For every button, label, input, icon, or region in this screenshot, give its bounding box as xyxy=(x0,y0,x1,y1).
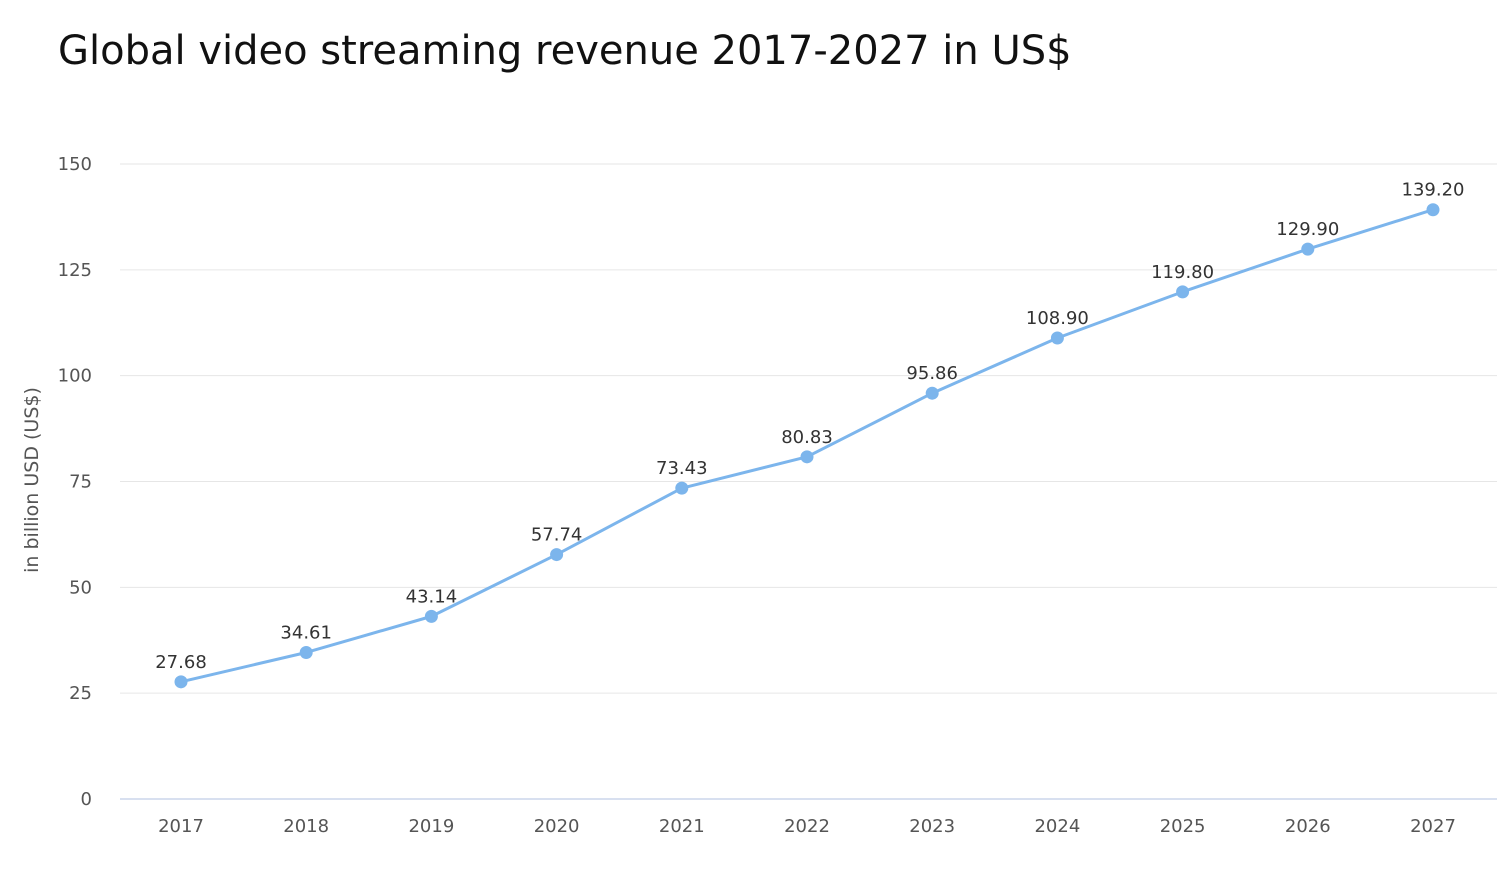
data-point xyxy=(299,645,313,659)
data-label: 108.90 xyxy=(1026,308,1089,329)
data-point xyxy=(1176,285,1190,299)
data-label: 43.14 xyxy=(406,586,458,607)
y-tick-label: 100 xyxy=(58,366,92,387)
data-label: 34.61 xyxy=(280,622,332,643)
data-label: 73.43 xyxy=(656,458,708,479)
x-tick-label: 2025 xyxy=(1160,816,1206,837)
y-tick-label: 50 xyxy=(69,577,92,598)
data-point xyxy=(675,481,689,495)
y-tick-label: 150 xyxy=(58,154,92,175)
data-point xyxy=(1426,203,1440,217)
data-label: 129.90 xyxy=(1276,219,1339,240)
x-tick-label: 2021 xyxy=(659,816,705,837)
data-point xyxy=(550,548,564,562)
chart-title: Global video streaming revenue 2017-2027… xyxy=(58,28,1072,74)
x-tick-label: 2018 xyxy=(283,816,329,837)
data-point xyxy=(1050,331,1064,345)
y-tick-label: 25 xyxy=(69,683,92,704)
data-point xyxy=(925,386,939,400)
x-tick-label: 2020 xyxy=(534,816,580,837)
x-tick-label: 2017 xyxy=(158,816,204,837)
y-tick-label: 125 xyxy=(58,260,92,281)
x-tick-label: 2024 xyxy=(1034,816,1080,837)
data-point xyxy=(800,450,814,464)
data-label: 119.80 xyxy=(1151,262,1214,283)
data-point xyxy=(174,675,188,689)
y-tick-label: 75 xyxy=(69,472,92,493)
y-axis-label: in billion USD (US$) xyxy=(21,387,43,573)
data-label: 57.74 xyxy=(531,525,583,546)
data-point xyxy=(424,609,438,623)
x-tick-label: 2022 xyxy=(784,816,830,837)
data-point xyxy=(1301,242,1315,256)
y-tick-label: 0 xyxy=(81,789,92,810)
x-tick-label: 2027 xyxy=(1410,816,1456,837)
x-tick-label: 2023 xyxy=(909,816,955,837)
x-tick-label: 2019 xyxy=(408,816,454,837)
data-label: 80.83 xyxy=(781,427,833,448)
data-label: 95.86 xyxy=(906,363,958,384)
x-tick-label: 2026 xyxy=(1285,816,1331,837)
data-label: 27.68 xyxy=(155,652,207,673)
data-label: 139.20 xyxy=(1402,180,1465,201)
